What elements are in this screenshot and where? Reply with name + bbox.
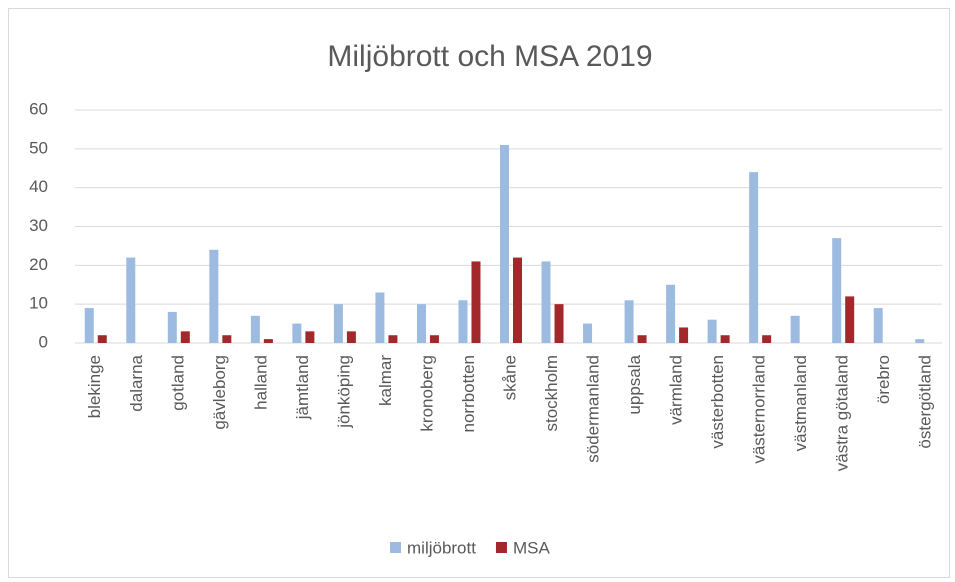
legend-label: MSA [513, 538, 551, 557]
bar [583, 323, 593, 343]
x-tick-label: jönköping [334, 355, 353, 429]
y-tick-label: 0 [39, 332, 48, 351]
bar [749, 172, 759, 343]
y-tick-label: 50 [29, 138, 48, 157]
bar [263, 339, 273, 343]
bar [720, 335, 730, 343]
x-tick-label: södermanland [584, 355, 603, 463]
bar [915, 339, 925, 343]
y-tick-label: 30 [29, 216, 48, 235]
bar [126, 257, 136, 343]
bar [790, 315, 800, 343]
y-tick-label: 20 [29, 255, 48, 274]
x-tick-label: västerbotten [708, 355, 727, 449]
bar [250, 315, 260, 343]
x-tick-label: gotland [168, 355, 187, 411]
x-tick-label: västernorrland [750, 355, 769, 464]
x-tick-label: värmland [667, 355, 686, 425]
bar [97, 335, 107, 343]
y-tick-label: 60 [29, 99, 48, 118]
bar [666, 284, 676, 343]
x-tick-label: kalmar [376, 355, 395, 406]
x-tick-label: jämtland [293, 355, 312, 420]
bar [637, 335, 647, 343]
legend-swatch [495, 542, 507, 553]
x-tick-label: gävleborg [210, 355, 229, 430]
x-tick-label: stockholm [542, 355, 561, 432]
bar [346, 331, 356, 343]
bar [832, 238, 842, 343]
legend-swatch [390, 542, 401, 553]
x-tick-label: norrbotten [459, 355, 478, 433]
chart-title: Miljöbrott och MSA 2019 [327, 40, 652, 73]
bar [209, 249, 219, 343]
bar [84, 308, 94, 343]
x-tick-label: blekinge [85, 355, 104, 418]
bar [500, 144, 509, 343]
bar [554, 304, 564, 343]
bar [180, 331, 190, 343]
x-tick-label: uppsala [625, 354, 644, 414]
x-tick-label: skåne [500, 355, 519, 400]
bar [471, 261, 481, 343]
x-tick-label: örebro [874, 355, 893, 404]
y-tick-label: 40 [29, 177, 48, 196]
bar [292, 323, 302, 343]
bar [388, 335, 398, 343]
bar [845, 296, 855, 343]
x-tick-label: kronoberg [417, 355, 436, 432]
x-tick-label: västra götaland [833, 355, 852, 471]
bar [873, 308, 883, 343]
x-tick-label: dalarna [127, 354, 146, 411]
bar [624, 300, 634, 343]
x-tick-label: västmanland [791, 355, 810, 451]
y-tick-label: 10 [29, 294, 48, 313]
bar [762, 335, 772, 343]
bar [167, 311, 177, 343]
x-tick-label: östergötland [916, 355, 935, 449]
bar [222, 335, 232, 343]
bar [707, 319, 717, 343]
x-tick-label: halland [251, 355, 270, 410]
bar [458, 300, 468, 343]
bar [429, 335, 439, 343]
bar [375, 292, 385, 343]
bar [333, 304, 343, 343]
legend-label: miljöbrott [407, 538, 476, 557]
bar [305, 331, 315, 343]
bar [416, 304, 426, 343]
bar [541, 261, 551, 343]
bar [679, 327, 689, 343]
bar [513, 257, 522, 343]
